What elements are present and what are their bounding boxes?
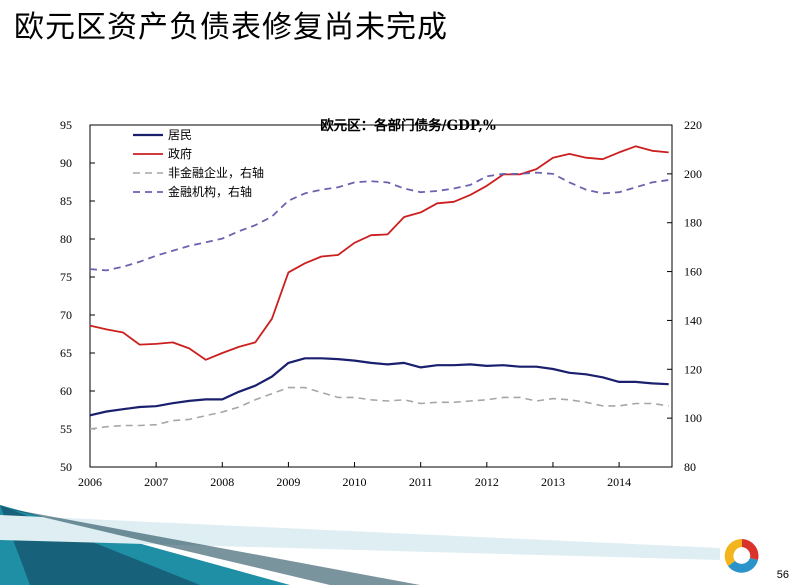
x-axis-label: 2012 [475,475,499,489]
series-line-3 [89,171,669,272]
left-axis-label: 85 [60,194,72,208]
left-axis-label: 60 [60,384,72,398]
series-line-0 [89,357,669,417]
series-line-1 [89,145,669,361]
right-axis-label: 220 [684,118,702,132]
chart-title: 欧元区：各部门债务/GDP,% [320,117,496,134]
x-axis-label: 2007 [144,475,168,489]
right-axis-label: 140 [684,313,702,327]
x-axis-label: 2010 [343,475,367,489]
slide-title: 欧元区资产负债表修复尚未完成 [14,10,448,45]
plot-frame [89,124,673,468]
x-axis-label: 2014 [607,475,631,489]
left-axis-label: 90 [60,156,72,170]
right-axis-label: 120 [684,362,702,376]
legend-label-0: 居民 [168,128,192,142]
x-axis-label: 2013 [541,475,565,489]
x-axis-label: 2008 [210,475,234,489]
left-axis-label: 70 [60,308,72,322]
x-axis-label: 2011 [409,475,433,489]
right-axis-label: 80 [684,460,696,474]
legend-label-1: 政府 [168,146,192,161]
x-axis-label: 2006 [78,475,102,489]
left-axis-label: 80 [60,232,72,246]
left-axis-label: 95 [60,118,72,132]
legend-label-2: 非金融企业，右轴 [168,165,264,180]
left-axis-label: 65 [60,346,72,360]
legend-label-3: 金融机构，右轴 [168,184,252,199]
left-axis-label: 55 [60,422,72,436]
page-number: 56 [776,569,789,581]
series-line-2 [89,386,669,430]
right-axis-label: 180 [684,216,702,230]
x-axis-label: 2009 [276,475,300,489]
brand-logo [722,536,762,576]
left-axis-label: 50 [60,460,72,474]
right-axis-label: 100 [684,411,702,425]
footer-decoration [0,505,720,585]
left-axis-label: 75 [60,270,72,284]
right-axis-label: 160 [684,265,702,279]
right-axis-label: 200 [684,167,702,181]
